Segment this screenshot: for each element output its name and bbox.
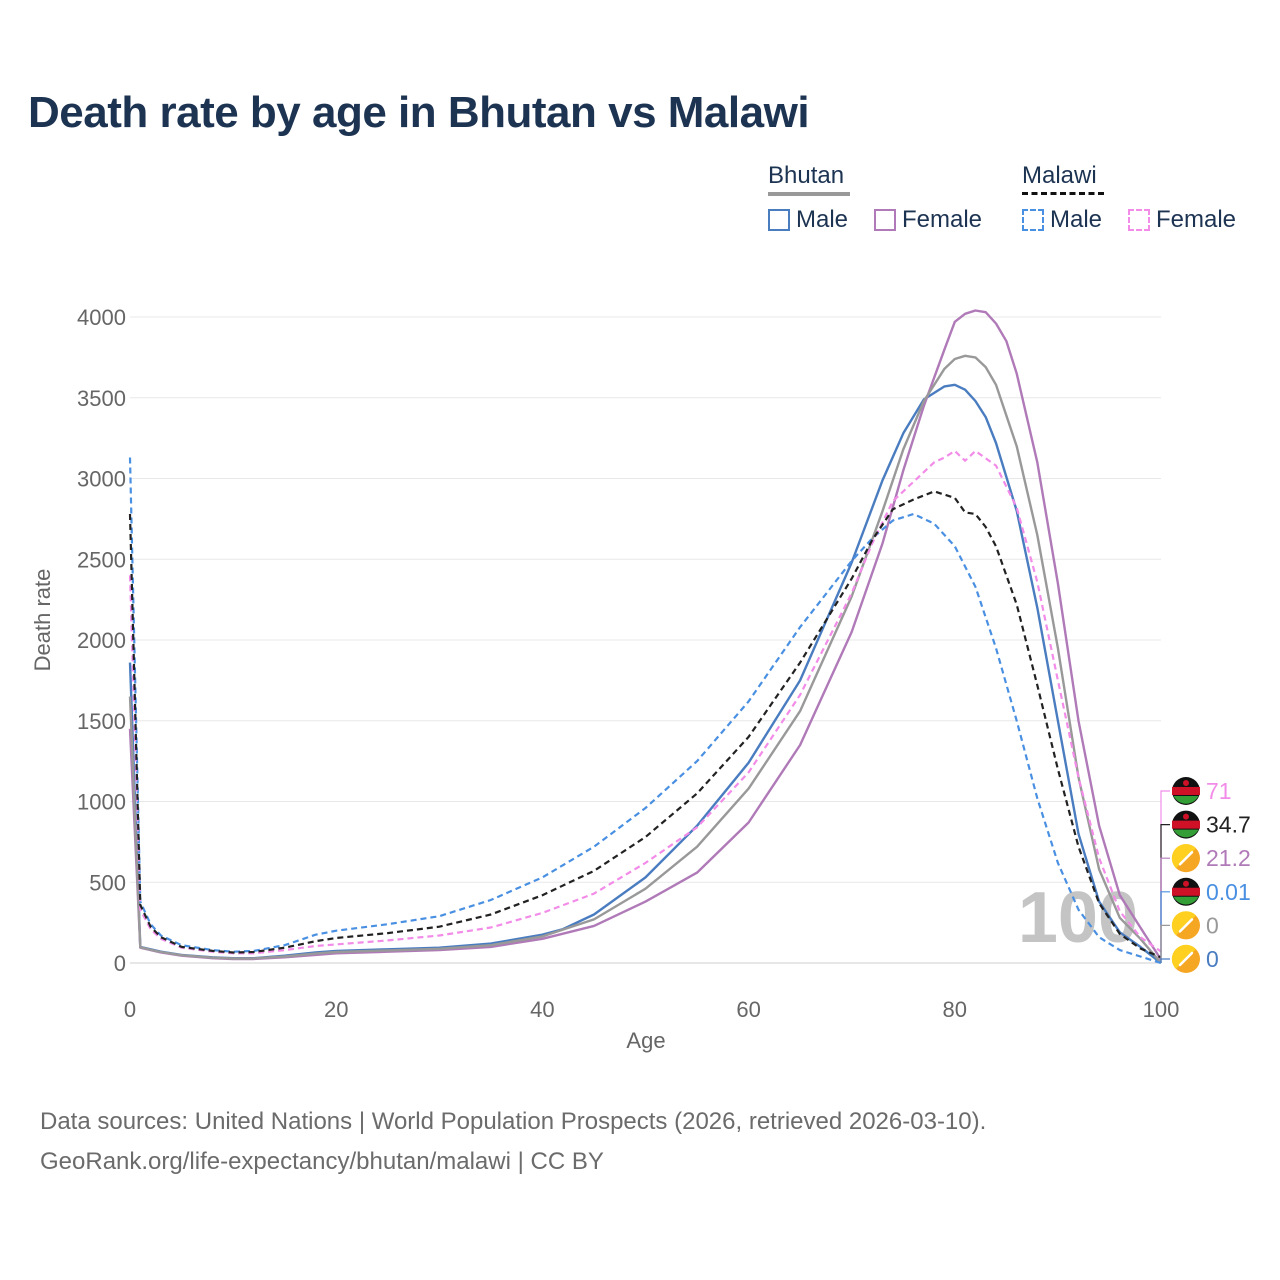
legend-item-bhutan-male[interactable]: Male xyxy=(768,206,848,234)
y-axis-label: Death rate xyxy=(30,569,55,672)
series-line-malawi-female[interactable] xyxy=(128,449,1162,955)
legend-swatch xyxy=(1022,209,1044,231)
malawi-flag-sun xyxy=(1183,880,1189,887)
end-label-value: 0.01 xyxy=(1206,879,1251,905)
x-tick-label: 40 xyxy=(530,997,554,1022)
malawi-flag-green-band xyxy=(1173,896,1199,905)
y-tick-label: 1000 xyxy=(77,790,126,815)
x-tick-label: 80 xyxy=(943,997,967,1022)
end-label-value: 0 xyxy=(1206,946,1219,972)
end-label-connector xyxy=(1160,857,1170,960)
end-label-value: 0 xyxy=(1206,912,1219,938)
legend-label: Female xyxy=(1156,206,1237,233)
legend-label: Male xyxy=(1050,206,1103,233)
bhutan-flag-yellow xyxy=(1171,911,1196,936)
end-label-connector xyxy=(1160,924,1170,963)
gridlines xyxy=(130,316,1161,964)
malawi-flag-sun xyxy=(1183,780,1189,786)
legend-swatch xyxy=(1128,209,1150,231)
legend-item-bhutan-female[interactable]: Female xyxy=(874,206,982,234)
bhutan-flag-dragon xyxy=(1178,918,1194,933)
x-tick-label: 20 xyxy=(324,997,348,1022)
y-axis: 0 500 1000 1500 2000 2500 3000 3500 4000 xyxy=(77,305,126,976)
series-line-bhutan-male[interactable] xyxy=(128,383,1162,964)
legend: Bhutan Malawi Male Female Male Female xyxy=(760,160,1260,250)
y-tick-label: 0 xyxy=(114,951,126,976)
x-tick-label: 60 xyxy=(736,997,760,1022)
x-axis-label: Age xyxy=(626,1028,665,1053)
malawi-flag-sun xyxy=(1183,813,1189,820)
legend-label: Male xyxy=(796,206,849,233)
legend-group-bhutan-line xyxy=(768,192,850,196)
legend-swatch xyxy=(874,209,896,231)
y-tick-label: 3500 xyxy=(77,386,126,411)
malawi-flag-green-band xyxy=(1173,829,1199,838)
footer-link[interactable]: GeoRank.org/life-expectancy/bhutan/malaw… xyxy=(40,1148,604,1175)
legend-label: Female xyxy=(902,206,983,233)
y-tick-label: 4000 xyxy=(77,305,126,330)
end-label-connector xyxy=(1160,891,1170,963)
end-labels: 71 34.7 21.2 0.01 0 0 xyxy=(1160,777,1251,973)
legend-item-malawi-male[interactable]: Male xyxy=(1022,206,1102,234)
bhutan-flag-yellow xyxy=(1171,944,1196,969)
legend-group-bhutan: Bhutan xyxy=(768,162,845,189)
end-label-value: 71 xyxy=(1206,778,1232,804)
malawi-flag-red-band xyxy=(1172,820,1200,829)
legend-item-malawi-female[interactable]: Female xyxy=(1128,206,1236,234)
end-label-value: 34.7 xyxy=(1206,812,1251,838)
malawi-flag-green-band xyxy=(1173,796,1199,804)
chart-title: Death rate by age in Bhutan vs Malawi xyxy=(28,88,810,137)
y-tick-label: 2000 xyxy=(77,628,126,653)
malawi-flag-red-band xyxy=(1172,887,1200,896)
legend-swatch xyxy=(768,209,790,231)
series-lines xyxy=(128,309,1163,965)
x-tick-label: 0 xyxy=(124,997,136,1022)
y-tick-label: 2500 xyxy=(77,547,126,572)
end-label-value: 21.2 xyxy=(1206,845,1251,871)
bhutan-flag-yellow xyxy=(1171,843,1196,869)
x-tick-label: 100 xyxy=(1143,997,1180,1022)
x-axis: 0 20 40 60 80 100 xyxy=(124,997,1179,1022)
footer-sources: Data sources: United Nations | World Pop… xyxy=(40,1108,987,1135)
bhutan-flag-dragon xyxy=(1178,951,1194,967)
bhutan-flag-dragon xyxy=(1178,850,1194,866)
series-line-bhutan-both[interactable] xyxy=(128,354,1162,964)
y-tick-label: 3000 xyxy=(77,467,126,492)
end-label-connector xyxy=(1160,958,1170,963)
y-tick-label: 500 xyxy=(89,870,126,895)
malawi-flag-red-band xyxy=(1172,787,1200,795)
end-label-connector xyxy=(1160,824,1170,958)
legend-group-malawi: Malawi xyxy=(1022,162,1097,189)
legend-group-malawi-line xyxy=(1022,192,1104,195)
end-label-connector xyxy=(1160,790,1170,952)
y-tick-label: 1500 xyxy=(77,709,126,734)
